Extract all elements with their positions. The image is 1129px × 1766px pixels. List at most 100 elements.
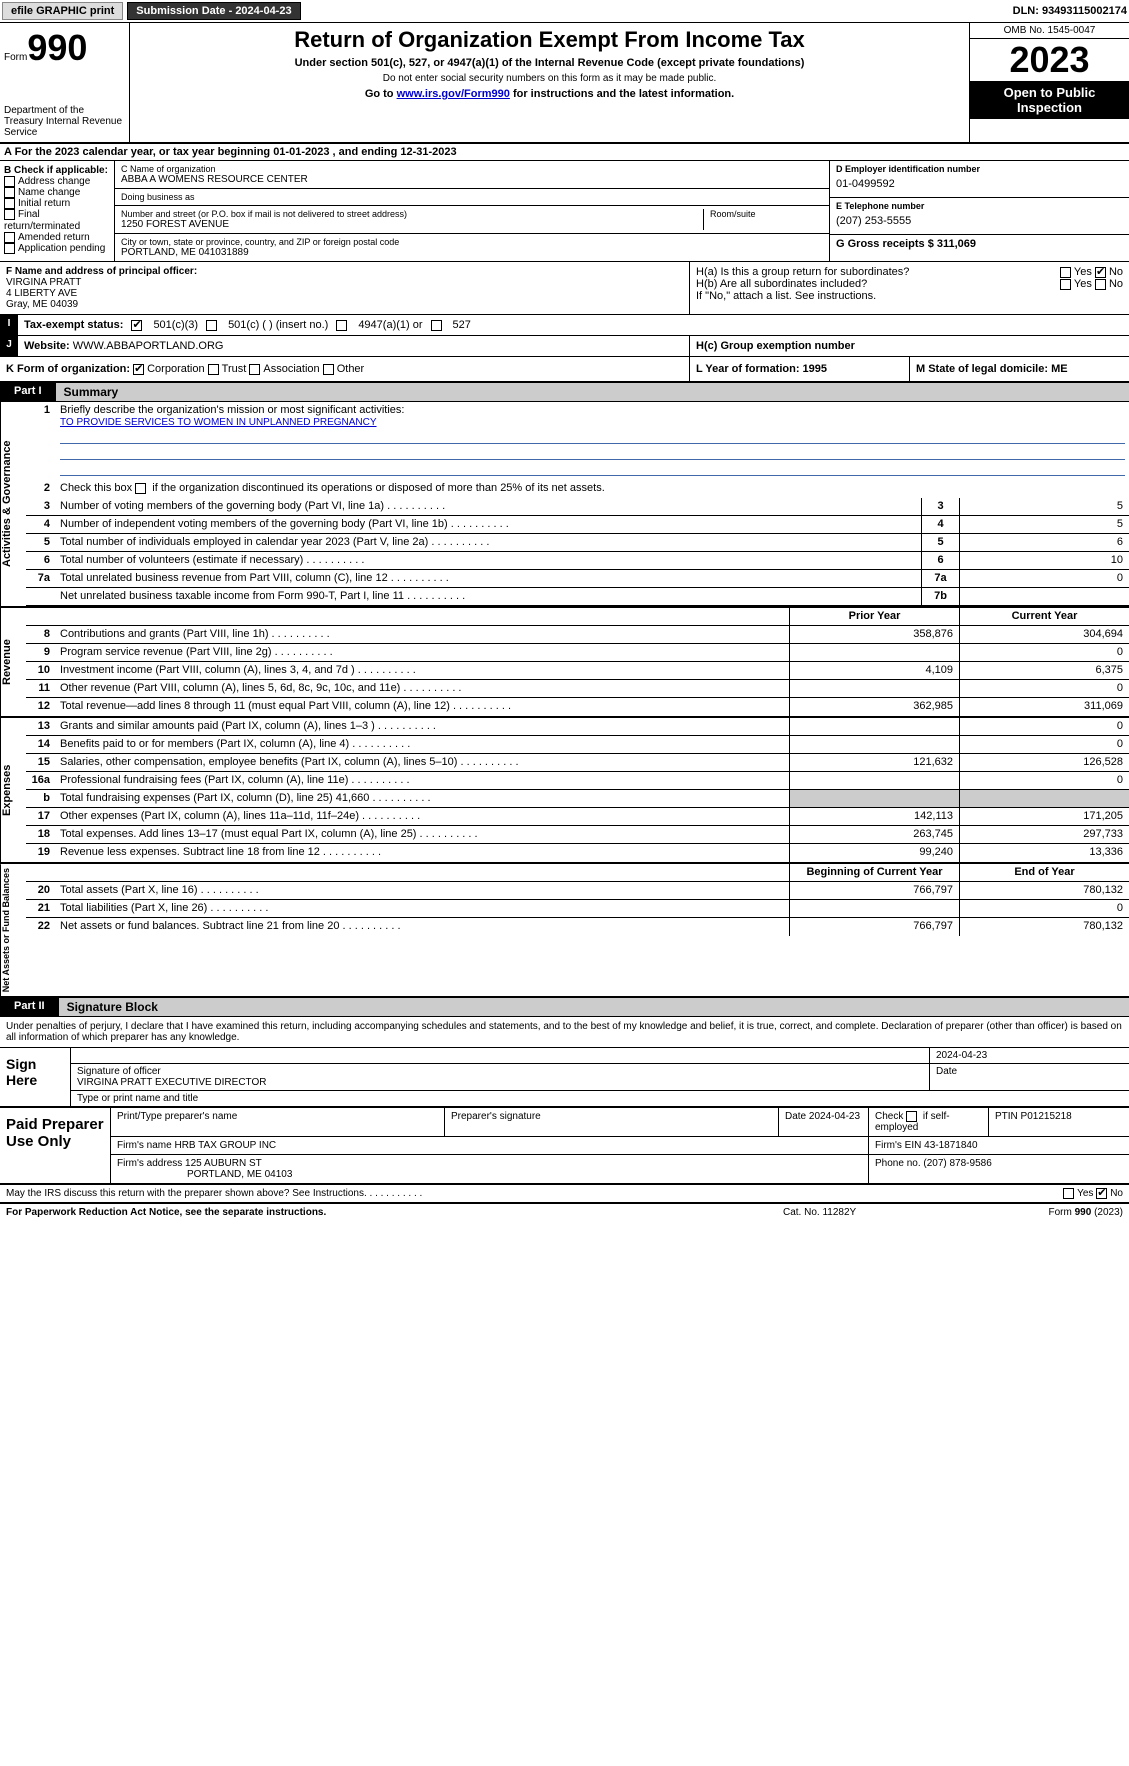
irs-link[interactable]: www.irs.gov/Form990 [397,88,510,100]
line18-prior: 263,745 [789,826,959,843]
chk-name-change[interactable] [4,187,15,198]
f-officer-addr1: 4 LIBERTY AVE [6,288,683,299]
b-label: B Check if applicable: [4,165,110,176]
part2-header: Part II Signature Block [0,998,1129,1017]
row-fh: F Name and address of principal officer:… [0,262,1129,315]
hb-no[interactable] [1095,279,1106,290]
hdr-beg: Beginning of Current Year [789,864,959,881]
line10-desc: Investment income (Part VIII, column (A)… [56,662,789,679]
hb-note: If "No," attach a list. See instructions… [696,290,1123,302]
prep-firm-name: Firm's name HRB TAX GROUP INC [111,1137,869,1154]
part1-tab: Part I [0,383,56,401]
f-officer-name: VIRGINA PRATT [6,277,683,288]
line19-prior: 99,240 [789,844,959,862]
section-a-tax-year: A For the 2023 calendar year, or tax yea… [0,144,1129,161]
d-ein-label: D Employer identification number [836,164,1123,174]
line7a-value: 0 [959,570,1129,587]
line14-curr: 0 [959,736,1129,753]
e-phone-value: (207) 253-5555 [836,211,1123,231]
dept-label: Department of the Treasury Internal Reve… [4,105,125,138]
j-box: J [0,336,18,356]
hdr-curr: Current Year [959,608,1129,625]
efile-print-button[interactable]: efile GRAPHIC print [2,2,123,20]
chk-corporation[interactable] [133,364,144,375]
chk-501c3[interactable] [131,320,142,331]
chk-application-pending[interactable] [4,243,15,254]
sign-here-block: Sign Here 2024-04-23 Signature of office… [0,1048,1129,1108]
g-gross-receipts: G Gross receipts $ 311,069 [836,238,1123,250]
part2-tab: Part II [0,998,59,1016]
line11-desc: Other revenue (Part VIII, column (A), li… [56,680,789,697]
org-city: PORTLAND, ME 041031889 [121,247,823,258]
sig-date-label: Date [929,1064,1129,1090]
block-bcdeg: B Check if applicable: Address change Na… [0,161,1129,262]
sig-intro: Under penalties of perjury, I declare th… [0,1017,1129,1048]
line17-desc: Other expenses (Part IX, column (A), lin… [56,808,789,825]
line7a-desc: Total unrelated business revenue from Pa… [56,570,921,587]
top-bar: efile GRAPHIC print Submission Date - 20… [0,0,1129,23]
discuss-row: May the IRS discuss this return with the… [0,1185,1129,1204]
chk-association[interactable] [249,364,260,375]
chk-4947[interactable] [336,320,347,331]
ssn-note: Do not enter social security numbers on … [134,73,965,84]
chk-address-change[interactable] [4,176,15,187]
chk-self-employed[interactable] [906,1111,917,1122]
i-box: I [0,315,18,335]
line6-box: 6 [921,552,959,569]
line13-prior [789,718,959,735]
side-na: Net Assets or Fund Balances [0,864,26,996]
chk-discontinued[interactable] [135,483,146,494]
chk-amended-return[interactable] [4,232,15,243]
cat-no: Cat. No. 11282Y [783,1207,963,1218]
prep-selfemp: Check if self-employed [869,1108,989,1136]
side-rev: Revenue [0,608,26,716]
line11-curr: 0 [959,680,1129,697]
chk-501c[interactable] [206,320,217,331]
form-number: 990 [27,27,87,68]
row-klm: K Form of organization: Corporation Trus… [0,357,1129,383]
line1-label: Briefly describe the organization's miss… [60,404,404,416]
ha-yes[interactable] [1060,267,1071,278]
paperwork-notice: For Paperwork Reduction Act Notice, see … [6,1207,783,1218]
prep-phone: Phone no. (207) 878-9586 [869,1155,1129,1183]
paid-preparer-label: Paid Preparer Use Only [0,1108,110,1183]
line4-desc: Number of independent voting members of … [56,516,921,533]
hdr-end: End of Year [959,864,1129,881]
line5-desc: Total number of individuals employed in … [56,534,921,551]
ha-no[interactable] [1095,267,1106,278]
line18-curr: 297,733 [959,826,1129,843]
chk-initial-return[interactable] [4,198,15,209]
sign-here-label: Sign Here [0,1048,70,1106]
row-j: J Website: WWW.ABBAPORTLAND.ORG H(c) Gro… [0,336,1129,357]
discuss-no[interactable] [1096,1188,1107,1199]
line12-curr: 311,069 [959,698,1129,716]
line3-box: 3 [921,498,959,515]
c-addr-label: Number and street (or P.O. box if mail i… [121,209,703,219]
hb-yes[interactable] [1060,279,1071,290]
mission-text: TO PROVIDE SERVICES TO WOMEN IN UNPLANNE… [60,417,377,428]
line7a-box: 7a [921,570,959,587]
chk-other[interactable] [323,364,334,375]
chk-final-return[interactable] [4,209,15,220]
summary-expenses: Expenses 13Grants and similar amounts pa… [0,718,1129,864]
i-label: Tax-exempt status: [24,319,123,331]
hc-label: H(c) Group exemption number [696,340,855,352]
c-name-label: C Name of organization [121,164,823,174]
chk-527[interactable] [431,320,442,331]
chk-trust[interactable] [208,364,219,375]
section-c: C Name of organization ABBA A WOMENS RES… [115,161,829,261]
line22-prior: 766,797 [789,918,959,936]
j-website: WWW.ABBAPORTLAND.ORG [73,340,224,352]
line16a-desc: Professional fundraising fees (Part IX, … [56,772,789,789]
submission-date-button[interactable]: Submission Date - 2024-04-23 [127,2,300,20]
discuss-yes[interactable] [1063,1188,1074,1199]
line7b-value [959,588,1129,605]
m-state-domicile: M State of legal domicile: ME [916,363,1068,375]
line21-curr: 0 [959,900,1129,917]
line22-desc: Net assets or fund balances. Subtract li… [56,918,789,936]
line3-value: 5 [959,498,1129,515]
sig-officer-label: Signature of officer [77,1066,923,1077]
side-exp: Expenses [0,718,26,862]
line6-value: 10 [959,552,1129,569]
lineb-desc: Total fundraising expenses (Part IX, col… [56,790,789,807]
